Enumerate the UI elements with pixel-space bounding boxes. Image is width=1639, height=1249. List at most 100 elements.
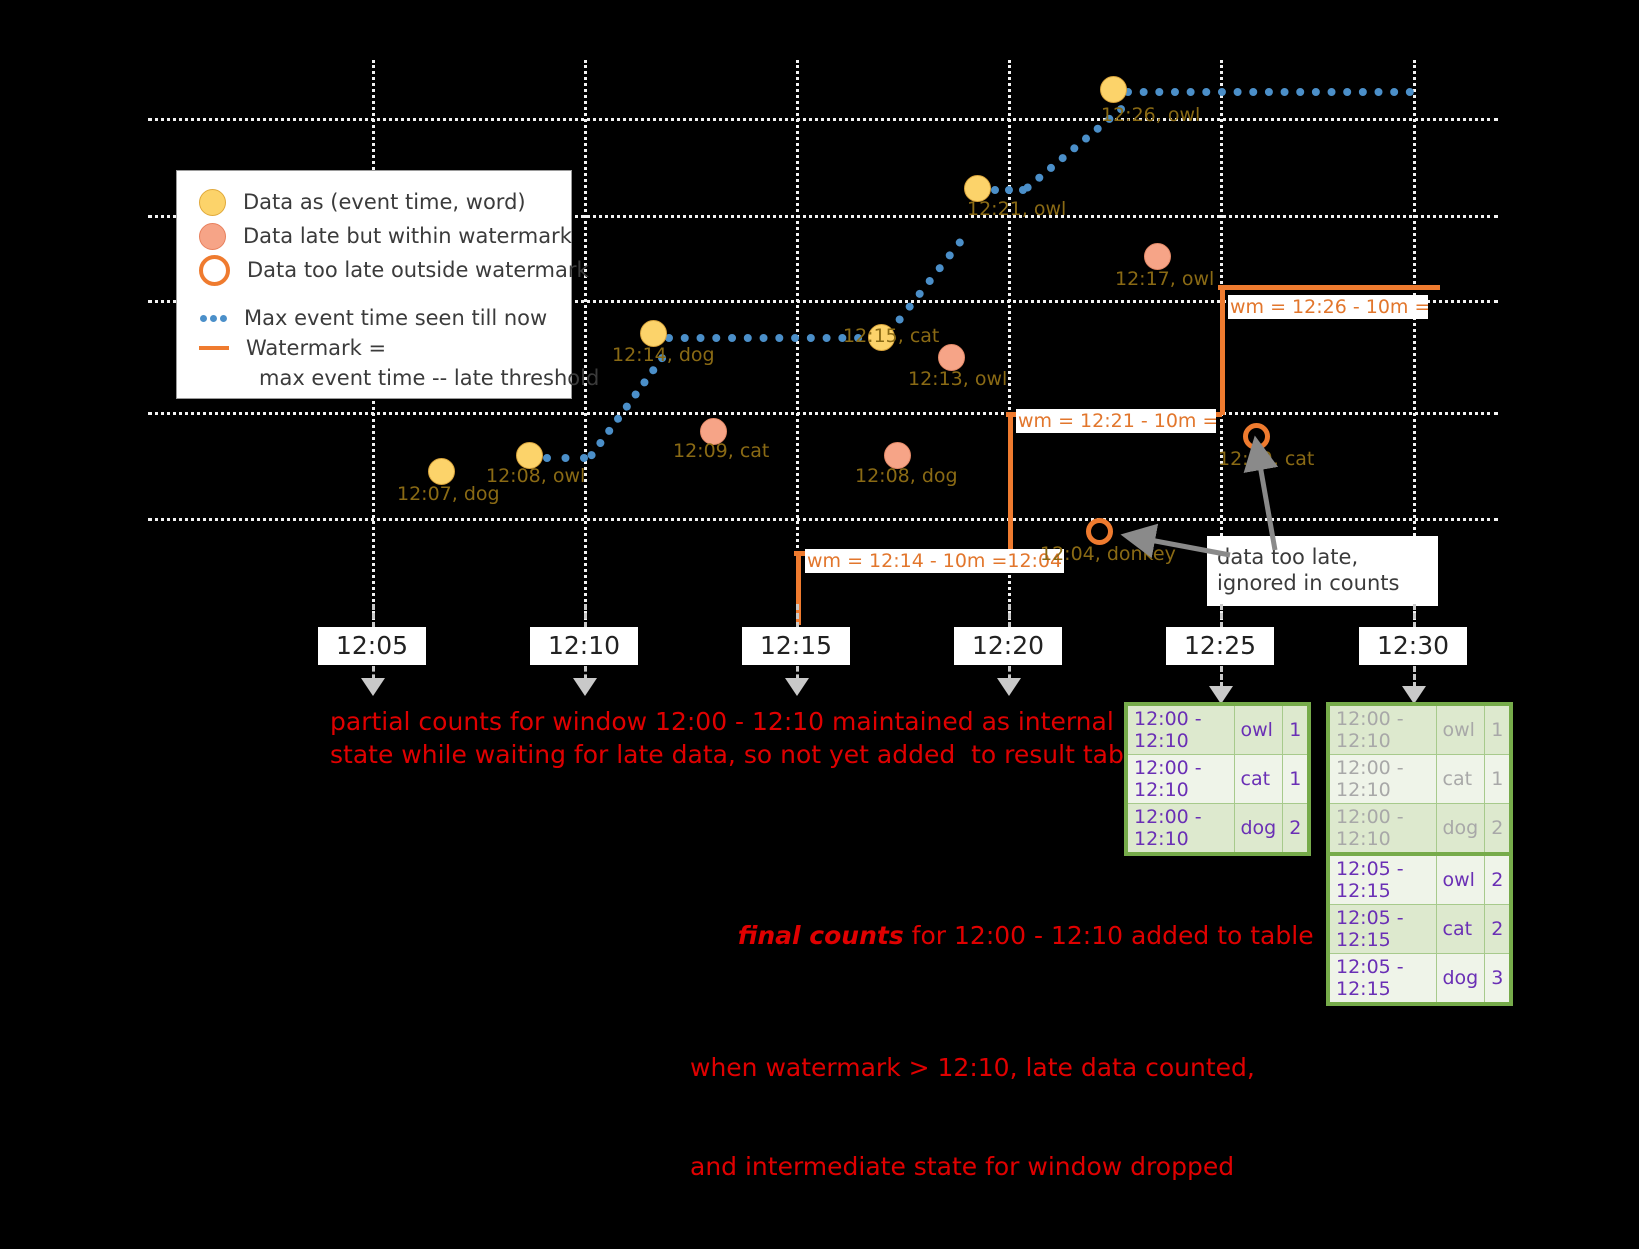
diagram-canvas: wm = 12:14 - 10m =12:04 wm = 12:21 - 10m… [148, 60, 1514, 1181]
tick-arrow [997, 678, 1021, 696]
table-row: 12:00 - 12:10 cat 1 [1125, 754, 1310, 804]
data-point-late-within[interactable] [700, 418, 727, 445]
data-point-label: 12:09, cat [673, 440, 770, 462]
tick-arrow [361, 678, 385, 696]
axis-tick-1215: 12:15 [742, 627, 850, 665]
legend-item-watermark: Watermark = [177, 333, 571, 363]
max-event-time-segment [884, 236, 966, 338]
tick-stem [1008, 666, 1011, 680]
data-point-label: 12:17, owl [1115, 268, 1215, 290]
data-point-on-time[interactable] [640, 320, 667, 347]
table-cell-word: owl [1435, 852, 1486, 905]
gridline-horizontal [148, 412, 1498, 415]
table-cell-window: 12:00 - 12:10 [1125, 803, 1235, 855]
watermark-step-riser [1220, 287, 1225, 415]
legend-label: Data too late outside watermark [247, 258, 589, 282]
data-point-late-within[interactable] [1144, 243, 1171, 270]
axis-tick-1210: 12:10 [530, 627, 638, 665]
table-row: 12:05 - 12:15 dog 3 [1327, 953, 1512, 1005]
data-point-label: 12:14, dog [612, 344, 715, 366]
note-final-line3: and intermediate state for window droppe… [690, 1152, 1235, 1181]
result-table-1230: 12:00 - 12:10 owl 1 12:00 - 12:10 cat 1 12:00 … [1326, 702, 1514, 1006]
table-cell-window: 12:00 - 12:10 [1327, 703, 1437, 755]
gridline-vertical [796, 60, 799, 625]
note-final-rest: for 12:00 - 12:10 added to table [903, 921, 1314, 950]
table-cell-word: owl [1233, 703, 1284, 755]
legend-label: Data late but within watermark [243, 224, 572, 248]
note-final-line2: when watermark > 12:10, late data counte… [690, 1053, 1255, 1082]
watermark-label-1214: wm = 12:14 - 10m =12:04 [805, 549, 1065, 573]
gridline-horizontal [148, 300, 1498, 303]
tick-arrow [573, 678, 597, 696]
axis-tick-1225: 12:25 [1166, 627, 1274, 665]
tick-arrow [1209, 686, 1233, 704]
gridline-vertical [1413, 60, 1416, 625]
table-cell-count: 1 [1282, 754, 1310, 804]
table-cell-count: 2 [1282, 803, 1310, 855]
legend-label: Watermark = [246, 336, 387, 360]
tick-stem [584, 666, 587, 680]
legend: Data as (event time, word) Data late but… [176, 170, 599, 399]
data-point-on-time[interactable] [964, 175, 991, 202]
max-event-time-segment [665, 334, 878, 342]
table-cell-word: dog [1435, 803, 1486, 855]
tick-stem [796, 604, 799, 628]
max-event-time-segment [1124, 88, 1414, 96]
tick-stem [1220, 604, 1223, 628]
table-cell-count: 2 [1484, 852, 1512, 905]
note-partial-counts: partial counts for window 12:00 - 12:10 … [330, 707, 1147, 769]
watermark-step-riser [796, 553, 801, 625]
gridline-vertical [584, 60, 587, 625]
table-cell-window: 12:00 - 12:10 [1125, 754, 1235, 804]
data-point-on-time[interactable] [516, 442, 543, 469]
legend-item-watermark-formula: max event time -- late threshold [177, 363, 599, 393]
data-point-label: 12:07, dog [397, 483, 500, 505]
table-row: 12:00 - 12:10 owl 1 [1327, 703, 1512, 755]
legend-item-on-time: Data as (event time, word) [177, 185, 571, 219]
watermark-label-1226: wm = 12:26 - 10m =12:16 [1228, 295, 1428, 319]
blue-dotted-line-icon [200, 314, 227, 322]
data-point-on-time[interactable] [428, 458, 455, 485]
tick-arrow [1402, 686, 1426, 704]
orange-solid-line-icon [199, 346, 229, 350]
data-point-label: 12:21, owl [967, 198, 1067, 220]
legend-item-late-within: Data late but within watermark [177, 219, 572, 253]
data-point-late-within[interactable] [884, 442, 911, 469]
table-row: 12:05 - 12:15 cat 2 [1327, 904, 1512, 954]
tick-stem [1413, 604, 1416, 628]
data-point-too-late[interactable] [1086, 518, 1113, 545]
tick-stem [1220, 666, 1223, 688]
data-point-late-within[interactable] [938, 344, 965, 371]
gridline-horizontal [148, 518, 1498, 521]
tick-stem [584, 604, 587, 628]
tick-stem [1413, 666, 1416, 688]
table-cell-count: 1 [1484, 703, 1512, 755]
table-row: 12:00 - 12:10 dog 2 [1125, 803, 1310, 855]
table-cell-window: 12:05 - 12:15 [1327, 904, 1437, 954]
tick-stem [372, 666, 375, 680]
table-cell-window: 12:05 - 12:15 [1327, 852, 1437, 905]
data-point-label: 12:13, owl [908, 368, 1008, 390]
data-point-on-time[interactable] [1100, 76, 1127, 103]
table-cell-window: 12:00 - 12:10 [1125, 703, 1235, 755]
note-final-emphasis: final counts [737, 921, 904, 950]
data-point-on-time[interactable] [868, 324, 895, 351]
gridline-horizontal [148, 215, 1498, 218]
axis-tick-1220: 12:20 [954, 627, 1062, 665]
callout-line-2: ignored in counts [1217, 571, 1400, 595]
table-cell-word: owl [1435, 703, 1486, 755]
yellow-dot-icon [199, 188, 226, 216]
table-cell-count: 1 [1282, 703, 1310, 755]
gridline-vertical [1008, 60, 1011, 625]
watermark-step-tread [1218, 285, 1440, 290]
table-cell-word: dog [1233, 803, 1284, 855]
axis-tick-1205: 12:05 [318, 627, 426, 665]
table-cell-count: 3 [1484, 953, 1512, 1005]
data-point-label: 12:08, owl [486, 465, 586, 487]
table-cell-word: cat [1435, 754, 1486, 804]
legend-label: Max event time seen till now [244, 306, 548, 330]
table-cell-word: cat [1435, 904, 1486, 954]
tick-arrow [785, 678, 809, 696]
table-cell-word: dog [1435, 953, 1486, 1005]
legend-label: max event time -- late threshold [259, 366, 600, 390]
